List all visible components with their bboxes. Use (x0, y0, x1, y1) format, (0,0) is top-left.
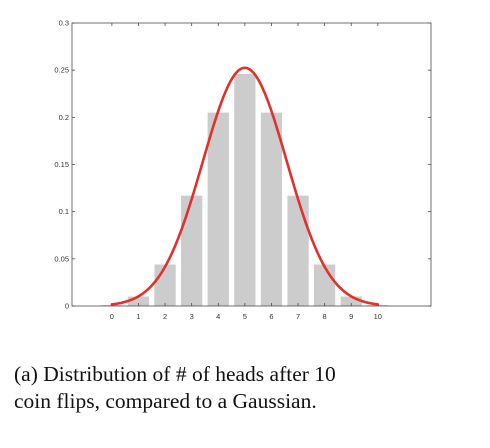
x-tick-label: 0 (110, 312, 114, 321)
x-tick-label: 7 (296, 312, 300, 321)
y-tick-label: 0.25 (54, 66, 69, 75)
y-tick-label: 0.15 (54, 160, 69, 169)
bar-8 (313, 264, 336, 306)
bar-6 (260, 112, 283, 306)
bar-2 (154, 264, 176, 306)
y-tick-label: 0.3 (59, 19, 69, 28)
x-tick-label: 4 (216, 312, 220, 321)
figure-caption: (a) Distribution of # of heads after 10 … (14, 361, 484, 415)
bars-group (101, 73, 389, 306)
x-tick-label: 9 (349, 312, 353, 321)
y-tick-label: 0.2 (59, 113, 69, 122)
caption-line-1: (a) Distribution of # of heads after 10 (14, 362, 336, 386)
bar-9 (340, 296, 362, 306)
chart-svg: 0 1 2 3 4 5 6 7 8 9 10 0 0.05 0.1 0.15 0.2 0.25 0.3 (54, 19, 432, 321)
bar-5 (234, 73, 256, 306)
x-tick-label: 2 (163, 312, 167, 321)
x-tick-label: 8 (323, 312, 327, 321)
ticks-group: 0 1 2 3 4 5 6 7 8 9 10 0 0.05 0.1 0.15 0.2 0.25 0.3 (54, 19, 431, 321)
caption-line-2: coin flips, compared to a Gaussian. (14, 389, 317, 413)
x-tick-label: 10 (374, 312, 382, 321)
x-tick-label: 6 (269, 312, 273, 321)
x-tick-label: 5 (243, 312, 247, 321)
y-tick-label: 0 (65, 302, 69, 311)
axes-box (71, 22, 432, 307)
bar-4 (207, 112, 229, 306)
y-tick-label: 0.05 (54, 254, 69, 263)
y-tick-label: 0.1 (59, 207, 69, 216)
bar-7 (287, 195, 309, 306)
x-tick-label: 3 (190, 312, 194, 321)
gaussian-curve (110, 66, 380, 306)
x-tick-label: 1 (136, 312, 140, 321)
bar-3 (181, 195, 203, 306)
chart-figure: 0 1 2 3 4 5 6 7 8 9 10 0 0.05 0.1 0.15 0.2 0.25 0.3 (54, 19, 432, 321)
bar-1 (127, 296, 150, 306)
